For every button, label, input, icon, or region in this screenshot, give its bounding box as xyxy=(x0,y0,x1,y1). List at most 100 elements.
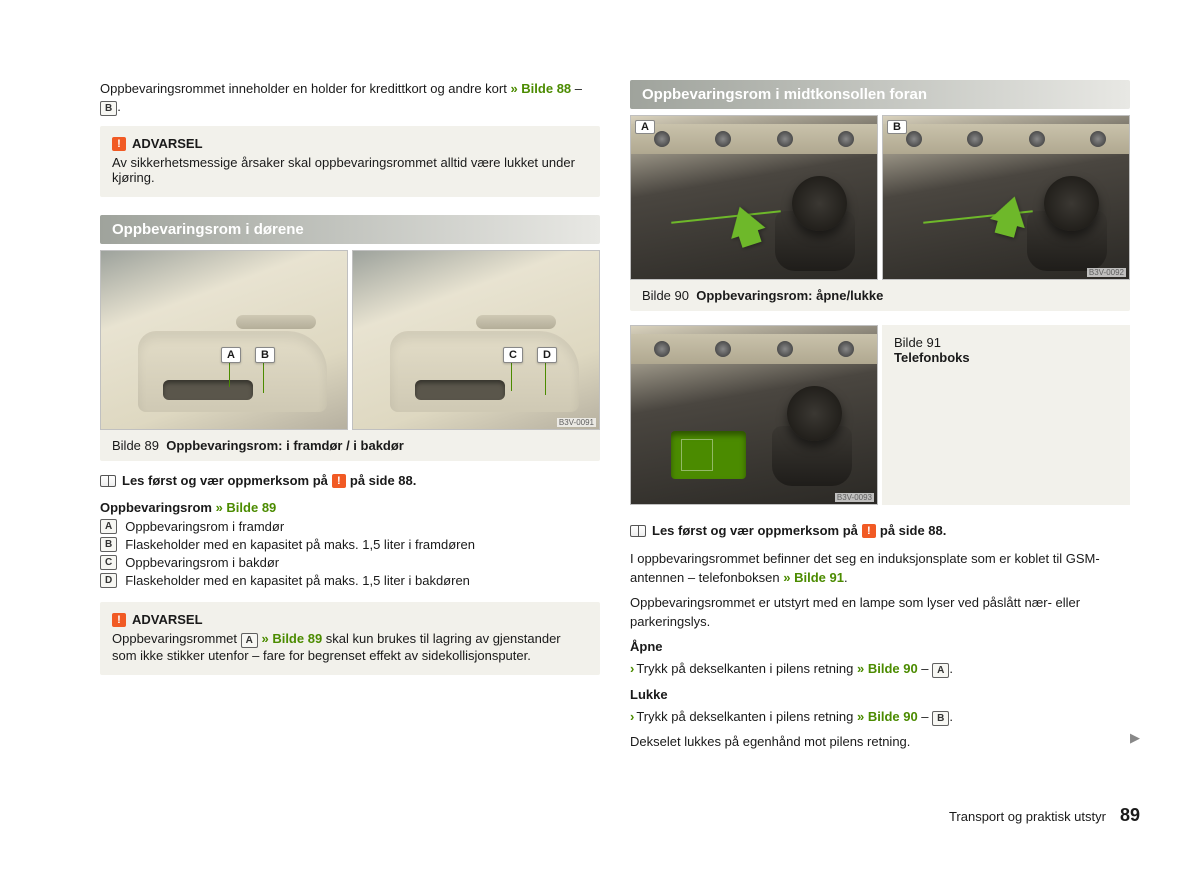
fig91-number: Bilde 91 xyxy=(894,335,1118,350)
warning-icon: ! xyxy=(112,613,126,627)
def-text: Oppbevaringsrom i framdør xyxy=(125,519,284,534)
figure-90: A B B3V-0092 Bilde 90 Oppbevaringsrom: å… xyxy=(630,115,1130,311)
definitions-list: A Oppbevaringsrom i framdør B Flaskeholder… xyxy=(100,519,600,588)
intro-text-pre: Oppbevaringsrommet inneholder en holder … xyxy=(100,81,510,96)
close-tail: – xyxy=(918,709,932,724)
intro-paragraph: Oppbevaringsrommet inneholder en holder … xyxy=(100,80,600,116)
continue-arrow-icon: ▶ xyxy=(1130,730,1140,746)
warning-box-1: ! ADVARSEL Av sikkerhetsmessige årsaker … xyxy=(100,126,600,197)
figure-89-image-rear: C D B3V-0091 xyxy=(352,250,600,430)
fig90-number: Bilde 90 xyxy=(642,288,689,303)
section-title: Oppbevaringsrom i dørene xyxy=(112,221,588,238)
image-code-91: B3V-0093 xyxy=(835,493,874,502)
def-letter: A xyxy=(100,519,117,534)
figure-91: B3V-0093 Bilde 91 Telefonboks xyxy=(630,325,1130,505)
letter-b-ref: B xyxy=(100,101,117,116)
figure-90-image-b: B B3V-0092 xyxy=(882,115,1130,280)
warning-body-2: Oppbevaringsrommet A » Bilde 89 skal kun… xyxy=(112,631,588,663)
para-induction: I oppbevaringsrommet befinner det seg en… xyxy=(630,550,1130,588)
figure-89: A B C D B3V-0091 Bilde 89 Oppbevari xyxy=(100,250,600,461)
warning-icon: ! xyxy=(862,524,876,538)
read-first-tail: på side 88. xyxy=(880,523,946,538)
right-column: Oppbevaringsrom i midtkonsollen foran A xyxy=(630,80,1130,758)
footer-section: Transport og praktisk utstyr xyxy=(949,809,1106,824)
close-letter: B xyxy=(932,711,949,726)
warning-icon: ! xyxy=(112,137,126,151)
book-icon xyxy=(100,475,116,487)
def-letter: B xyxy=(100,537,117,552)
warning-icon: ! xyxy=(332,474,346,488)
ref-bilde-91: » Bilde 91 xyxy=(783,570,844,585)
page-footer: Transport og praktisk utstyr 89 xyxy=(949,805,1140,826)
def-text: Flaskeholder med en kapasitet på maks. 1… xyxy=(125,537,475,552)
def-row: A Oppbevaringsrom i framdør xyxy=(100,519,600,534)
warning-title: ADVARSEL xyxy=(132,136,203,151)
corner-a: A xyxy=(635,120,655,134)
fig89-title: Oppbevaringsrom: i framdør / i bakdør xyxy=(166,438,404,453)
close-text: Trykk på dekselkanten i pilens retning xyxy=(636,709,857,724)
image-code-89: B3V-0091 xyxy=(557,418,596,427)
read-first-tail: på side 88. xyxy=(350,473,416,488)
book-icon xyxy=(630,525,646,537)
warning-box-2: ! ADVARSEL Oppbevaringsrommet A » Bilde … xyxy=(100,602,600,675)
open-letter: A xyxy=(932,663,949,678)
callout-b: B xyxy=(255,347,275,363)
figure-91-caption: Bilde 91 Telefonboks xyxy=(882,325,1130,505)
open-heading: Åpne xyxy=(630,639,1130,654)
callout-d: D xyxy=(537,347,557,363)
open-tail: – xyxy=(918,661,932,676)
corner-b: B xyxy=(887,120,907,134)
figure-90-image-a: A xyxy=(630,115,878,280)
warning-title: ADVARSEL xyxy=(132,612,203,627)
para-autoclose: Dekselet lukkes på egenhånd mot pilens r… xyxy=(630,733,1130,752)
section-title: Oppbevaringsrom i midtkonsollen foran xyxy=(642,86,1118,103)
image-code-90: B3V-0092 xyxy=(1087,268,1126,277)
open-text: Trykk på dekselkanten i pilens retning xyxy=(636,661,857,676)
read-first-left: Les først og vær oppmerksom på ! på side… xyxy=(100,473,600,488)
chevron-icon: › xyxy=(630,661,634,676)
warning-body: Av sikkerhetsmessige årsaker skal oppbev… xyxy=(112,155,588,185)
fig90-title: Oppbevaringsrom: åpne/lukke xyxy=(696,288,883,303)
def-letter: C xyxy=(100,555,117,570)
intro-tail: – xyxy=(571,81,582,96)
figure-91-image: B3V-0093 xyxy=(630,325,878,505)
def-row: B Flaskeholder med en kapasitet på maks. … xyxy=(100,537,600,552)
figure-89-caption: Bilde 89 Oppbevaringsrom: i framdør / i … xyxy=(100,430,600,461)
close-ref: » Bilde 90 xyxy=(857,709,918,724)
intro-period: . xyxy=(117,99,121,114)
def-text: Oppbevaringsrom i bakdør xyxy=(125,555,279,570)
p1a: I oppbevaringsrommet befinner det seg en… xyxy=(630,551,1100,585)
callout-c: C xyxy=(503,347,523,363)
section-header-doors: Oppbevaringsrom i dørene xyxy=(100,215,600,244)
figure-90-caption: Bilde 90 Oppbevaringsrom: åpne/lukke xyxy=(630,280,1130,311)
def-text: Flaskeholder med en kapasitet på maks. 1… xyxy=(125,573,470,588)
ref-bilde-89: » Bilde 89 xyxy=(216,500,277,515)
figure-89-image-front: A B xyxy=(100,250,348,430)
open-ref: » Bilde 90 xyxy=(857,661,918,676)
para-lamp: Oppbevaringsrommet er utstyrt med en lam… xyxy=(630,594,1130,632)
def-letter: D xyxy=(100,573,117,588)
storage-subhead: Oppbevaringsrom » Bilde 89 xyxy=(100,500,600,515)
def-row: D Flaskeholder med en kapasitet på maks. … xyxy=(100,573,600,588)
chevron-icon: › xyxy=(630,709,634,724)
close-heading: Lukke xyxy=(630,687,1130,702)
fig89-number: Bilde 89 xyxy=(112,438,159,453)
callout-a: A xyxy=(221,347,241,363)
page-number: 89 xyxy=(1120,805,1140,826)
def-row: C Oppbevaringsrom i bakdør xyxy=(100,555,600,570)
read-first-pre: Les først og vær oppmerksom på xyxy=(122,473,328,488)
phone-box-highlight xyxy=(671,431,746,479)
w2-ref: » Bilde 89 xyxy=(258,631,322,646)
fig91-title: Telefonboks xyxy=(894,350,1118,365)
section-header-console: Oppbevaringsrom i midtkonsollen foran xyxy=(630,80,1130,109)
w2-pre: Oppbevaringsrommet xyxy=(112,631,241,646)
close-step: ›Trykk på dekselkanten i pilens retning … xyxy=(630,708,1130,727)
w2-letter: A xyxy=(241,633,258,648)
storage-head-text: Oppbevaringsrom xyxy=(100,500,216,515)
read-first-right: Les først og vær oppmerksom på ! på side… xyxy=(630,523,1130,538)
read-first-pre: Les først og vær oppmerksom på xyxy=(652,523,858,538)
p1b: . xyxy=(844,570,848,585)
ref-bilde-88: » Bilde 88 xyxy=(510,81,571,96)
open-step: ›Trykk på dekselkanten i pilens retning … xyxy=(630,660,1130,679)
left-column: Oppbevaringsrommet inneholder en holder … xyxy=(100,80,600,758)
